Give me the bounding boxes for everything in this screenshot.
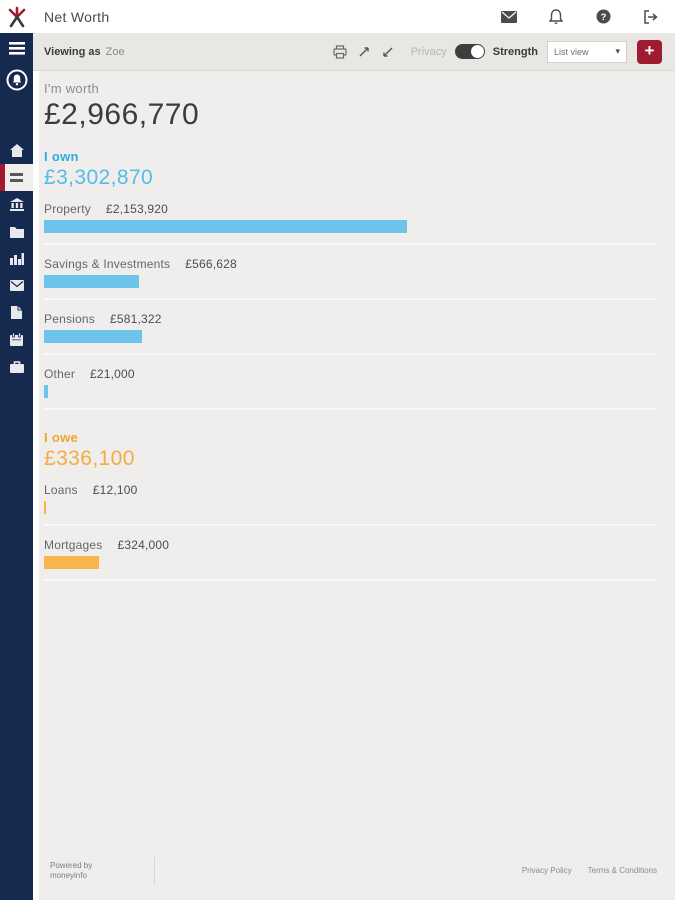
net-worth-icon: [10, 173, 23, 182]
toggle-knob: [470, 45, 484, 58]
sidebar-item-planner[interactable]: [0, 326, 33, 353]
collapse-icon[interactable]: [357, 44, 372, 59]
liability-row-mortgages[interactable]: Mortgages £324,000: [44, 538, 657, 581]
own-total-value: £3,302,870: [44, 166, 154, 189]
page-title: Net Worth: [44, 8, 110, 25]
sidebar-item-documents-folder[interactable]: [0, 218, 33, 245]
briefcase-icon: [9, 360, 24, 373]
footer: Powered by moneyinfo Privacy Policy Term…: [44, 855, 657, 900]
profile-notifications-icon[interactable]: [0, 63, 33, 97]
asset-bar: [44, 275, 140, 288]
notifications-icon[interactable]: [548, 8, 564, 25]
asset-row-other[interactable]: Other £21,000: [44, 367, 657, 410]
asset-bar: [44, 385, 48, 398]
asset-label: Other: [44, 367, 76, 381]
chevron-down-icon: ▾: [615, 46, 620, 56]
bar-chart-icon: [9, 252, 24, 265]
powered-by-line2: moneyinfo: [50, 870, 87, 880]
sign-out-icon[interactable]: [642, 9, 658, 25]
asset-bar: [44, 220, 407, 233]
folder-icon: [9, 226, 24, 238]
asset-value: £2,153,920: [105, 202, 169, 216]
powered-by: Powered by moneyinfo: [50, 861, 92, 881]
liabilities-list: Loans £12,100 Mortgages £324,000: [44, 483, 657, 581]
document-icon: [11, 306, 22, 319]
owe-section-label: I owe: [44, 430, 79, 445]
asset-row-pensions[interactable]: Pensions £581,322: [44, 312, 657, 355]
terms-conditions-link[interactable]: Terms & Conditions: [587, 866, 657, 875]
liability-row-loans[interactable]: Loans £12,100: [44, 483, 657, 526]
sidebar-item-files[interactable]: [0, 299, 33, 326]
asset-label: Property: [44, 202, 91, 216]
powered-by-line1: Powered by: [50, 860, 93, 870]
liability-bar: [44, 501, 47, 514]
expand-icon[interactable]: [381, 44, 396, 59]
sidebar-item-bank[interactable]: [0, 191, 33, 218]
viewing-as-label: Viewing as: [44, 45, 101, 58]
print-icon[interactable]: [333, 44, 348, 59]
assets-list: Property £2,153,920 Savings & Investment…: [44, 202, 657, 410]
moneyinfo-logo-icon: [8, 6, 25, 27]
home-icon: [9, 144, 24, 157]
worth-label: I'm worth: [44, 81, 100, 96]
sidebar-item-home[interactable]: [0, 137, 33, 164]
privacy-label: Privacy: [410, 45, 447, 58]
liability-label: Mortgages: [44, 538, 103, 552]
asset-value: £21,000: [90, 367, 135, 381]
envelope-icon: [9, 280, 24, 291]
footer-divider: [154, 856, 156, 885]
asset-value: £581,322: [109, 312, 162, 326]
sidebar-nav: [0, 33, 33, 900]
asset-value: £566,628: [185, 257, 237, 271]
add-button[interactable]: +: [637, 39, 662, 64]
liability-bar: [44, 556, 99, 569]
brand-logo[interactable]: [0, 6, 33, 28]
strength-label: Strength: [492, 45, 538, 58]
privacy-strength-toggle[interactable]: [454, 44, 485, 59]
view-toolbar: Viewing as Zoe Privacy Strength List: [33, 33, 675, 71]
sidebar-item-reports[interactable]: [0, 245, 33, 272]
content-area: Viewing as Zoe Privacy Strength List: [33, 33, 675, 900]
viewing-as-value: Zoe: [105, 45, 125, 58]
sidebar-item-messages[interactable]: [0, 272, 33, 299]
svg-text:?: ?: [600, 12, 606, 23]
calendar-icon: [10, 333, 23, 346]
liability-value: £324,000: [117, 538, 170, 552]
own-section-label: I own: [44, 149, 79, 164]
asset-label: Savings & Investments: [44, 257, 171, 271]
owe-total-value: £336,100: [44, 447, 135, 470]
sidebar-item-portfolio[interactable]: [0, 353, 33, 380]
liability-label: Loans: [44, 483, 78, 497]
menu-toggle-icon[interactable]: [0, 33, 33, 63]
help-icon[interactable]: ?: [595, 9, 611, 25]
asset-bar: [44, 330, 142, 343]
worth-value: £2,966,770: [44, 98, 200, 131]
sidebar-item-net-worth[interactable]: [0, 164, 33, 191]
mail-icon[interactable]: [501, 9, 517, 25]
top-bar: Net Worth ?: [0, 0, 675, 33]
asset-row-property[interactable]: Property £2,153,920: [44, 202, 657, 245]
view-mode-select[interactable]: List view ▾: [547, 40, 627, 63]
net-worth-panel: I'm worth £2,966,770 I own £3,302,870 Pr…: [39, 71, 675, 900]
asset-label: Pensions: [44, 312, 95, 326]
view-mode-value: List view: [554, 46, 589, 57]
bank-icon: [9, 198, 24, 211]
liability-value: £12,100: [92, 483, 138, 497]
asset-row-savings-investments[interactable]: Savings & Investments £566,628: [44, 257, 657, 300]
privacy-policy-link[interactable]: Privacy Policy: [521, 866, 572, 875]
